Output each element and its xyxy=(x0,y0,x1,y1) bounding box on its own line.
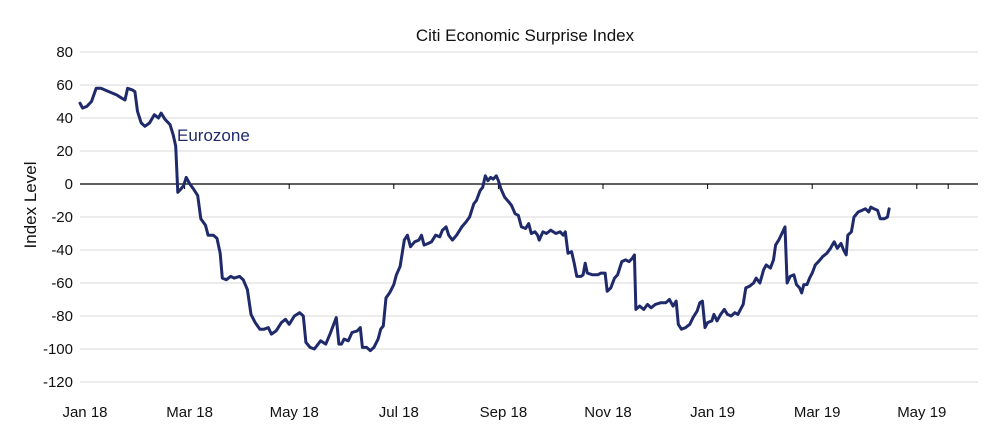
x-axis-ticks: Jan 18 Mar 18 May 18 Jul 18 Sep 18 Nov 18 Jan … xyxy=(62,184,949,421)
series-layer xyxy=(78,86,891,353)
y-axis-ticks: 80 60 40 20 0 -20 -40 -60 -80 -100 -120 xyxy=(43,44,73,391)
y-tick-label: 80 xyxy=(56,44,73,61)
y-tick-label: -40 xyxy=(51,242,73,259)
y-tick-label: -20 xyxy=(51,209,73,226)
y-tick-label: -100 xyxy=(43,341,73,358)
x-tick-label: May 18 xyxy=(270,404,319,421)
y-tick-label: -120 xyxy=(43,374,73,391)
x-tick-label: Nov 18 xyxy=(584,404,632,421)
x-tick-label: Jul 18 xyxy=(379,404,419,421)
x-tick-label: Jan 19 xyxy=(690,404,735,421)
x-tick-label: May 19 xyxy=(897,404,946,421)
y-tick-label: 0 xyxy=(65,176,73,193)
gridlines xyxy=(80,51,978,383)
y-tick-label: 40 xyxy=(56,110,73,127)
y-tick-label: 60 xyxy=(56,77,73,94)
x-tick-label: Jan 18 xyxy=(62,404,107,421)
x-tick-label: Sep 18 xyxy=(480,404,528,421)
y-axis-title: Index Level xyxy=(21,162,40,249)
x-tick-label: Mar 18 xyxy=(166,404,213,421)
y-tick-label: -80 xyxy=(51,308,73,325)
y-tick-label: 20 xyxy=(56,143,73,160)
series-line-eurozone xyxy=(78,86,891,353)
x-tick-label: Mar 19 xyxy=(794,404,841,421)
y-tick-label: -60 xyxy=(51,275,73,292)
chart-title: Citi Economic Surprise Index xyxy=(416,26,635,45)
series-annotation-eurozone: Eurozone xyxy=(177,126,250,145)
